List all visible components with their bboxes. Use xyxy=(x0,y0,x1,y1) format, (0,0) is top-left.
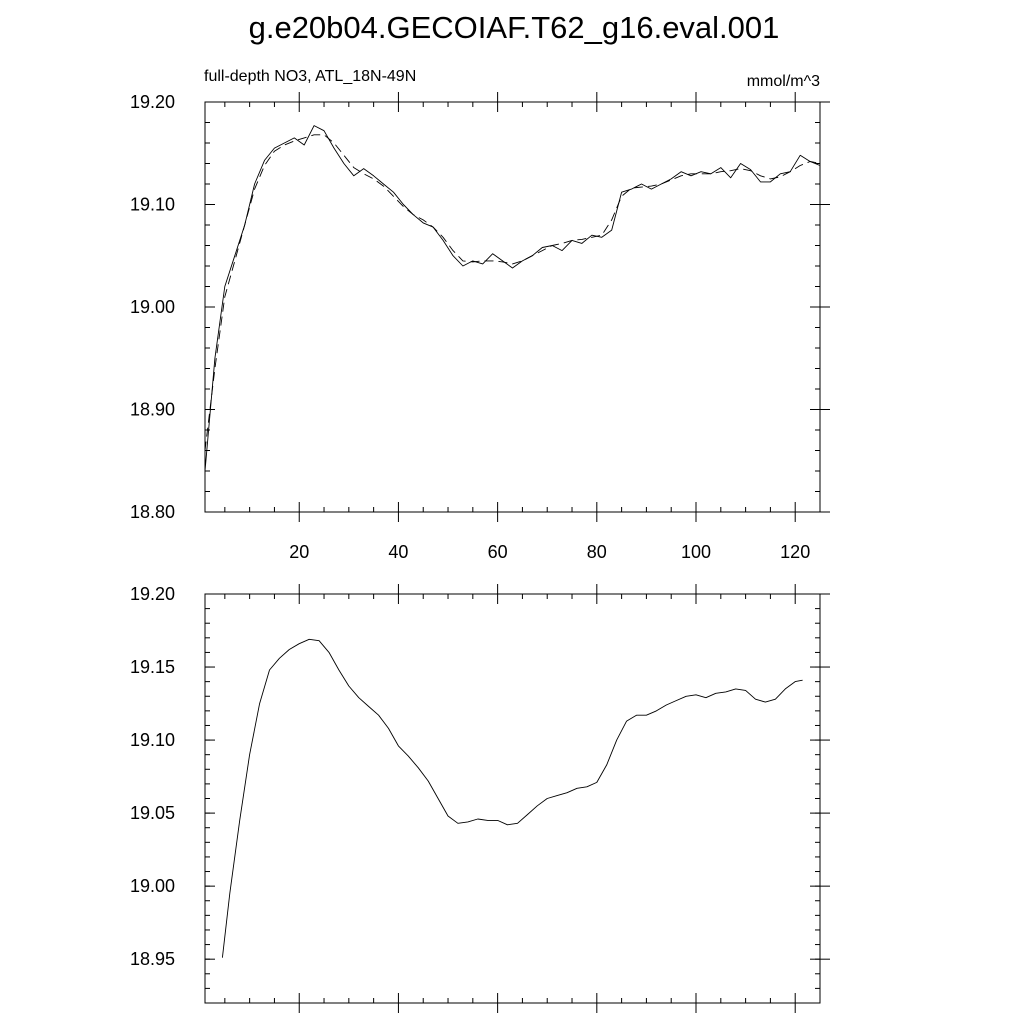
top-y-tick-label: 19.10 xyxy=(130,195,175,215)
bottom-y-tick-label: 19.05 xyxy=(130,803,175,823)
bottom-plot-frame xyxy=(204,593,821,1004)
bottom-y-tick-label: 19.20 xyxy=(130,584,175,604)
bottom-chart-panel: 18.95 19.00 19.05 19.10 19.15 19.20 xyxy=(130,584,830,1013)
top-x-tick-label: 40 xyxy=(388,542,408,562)
top-chart-subtitle-left: full-depth NO3, ATL_18N-49N xyxy=(204,68,416,85)
bottom-series-solid-line-0 xyxy=(221,638,803,958)
top-y-tick-label: 18.90 xyxy=(130,400,175,420)
top-y-tick-label: 18.80 xyxy=(130,502,175,522)
figure-title: g.e20b04.GECOIAF.T62_g16.eval.001 xyxy=(249,10,780,45)
bottom-y-tick-label: 19.15 xyxy=(130,657,175,677)
top-y-tick-label: 19.20 xyxy=(130,92,175,112)
top-x-tick-label: 120 xyxy=(780,542,810,562)
top-x-tick-label: 80 xyxy=(587,542,607,562)
top-series-dashed-line-1 xyxy=(204,134,821,451)
top-x-tick-label: 60 xyxy=(488,542,508,562)
top-chart-units-label: mmol/m^3 xyxy=(747,73,820,90)
top-plot-frame xyxy=(204,101,821,513)
top-x-tick-label: 100 xyxy=(681,542,711,562)
top-y-tick-label: 19.00 xyxy=(130,297,175,317)
top-series-solid-line-0 xyxy=(204,125,821,472)
top-chart-panel: full-depth NO3, ATL_18N-49N mmol/m^3 20 4… xyxy=(130,68,830,562)
bottom-y-tick-label: 19.10 xyxy=(130,730,175,750)
bottom-y-tick-label: 19.00 xyxy=(130,876,175,896)
bottom-y-tick-label: 18.95 xyxy=(130,949,175,969)
top-x-tick-label: 20 xyxy=(289,542,309,562)
